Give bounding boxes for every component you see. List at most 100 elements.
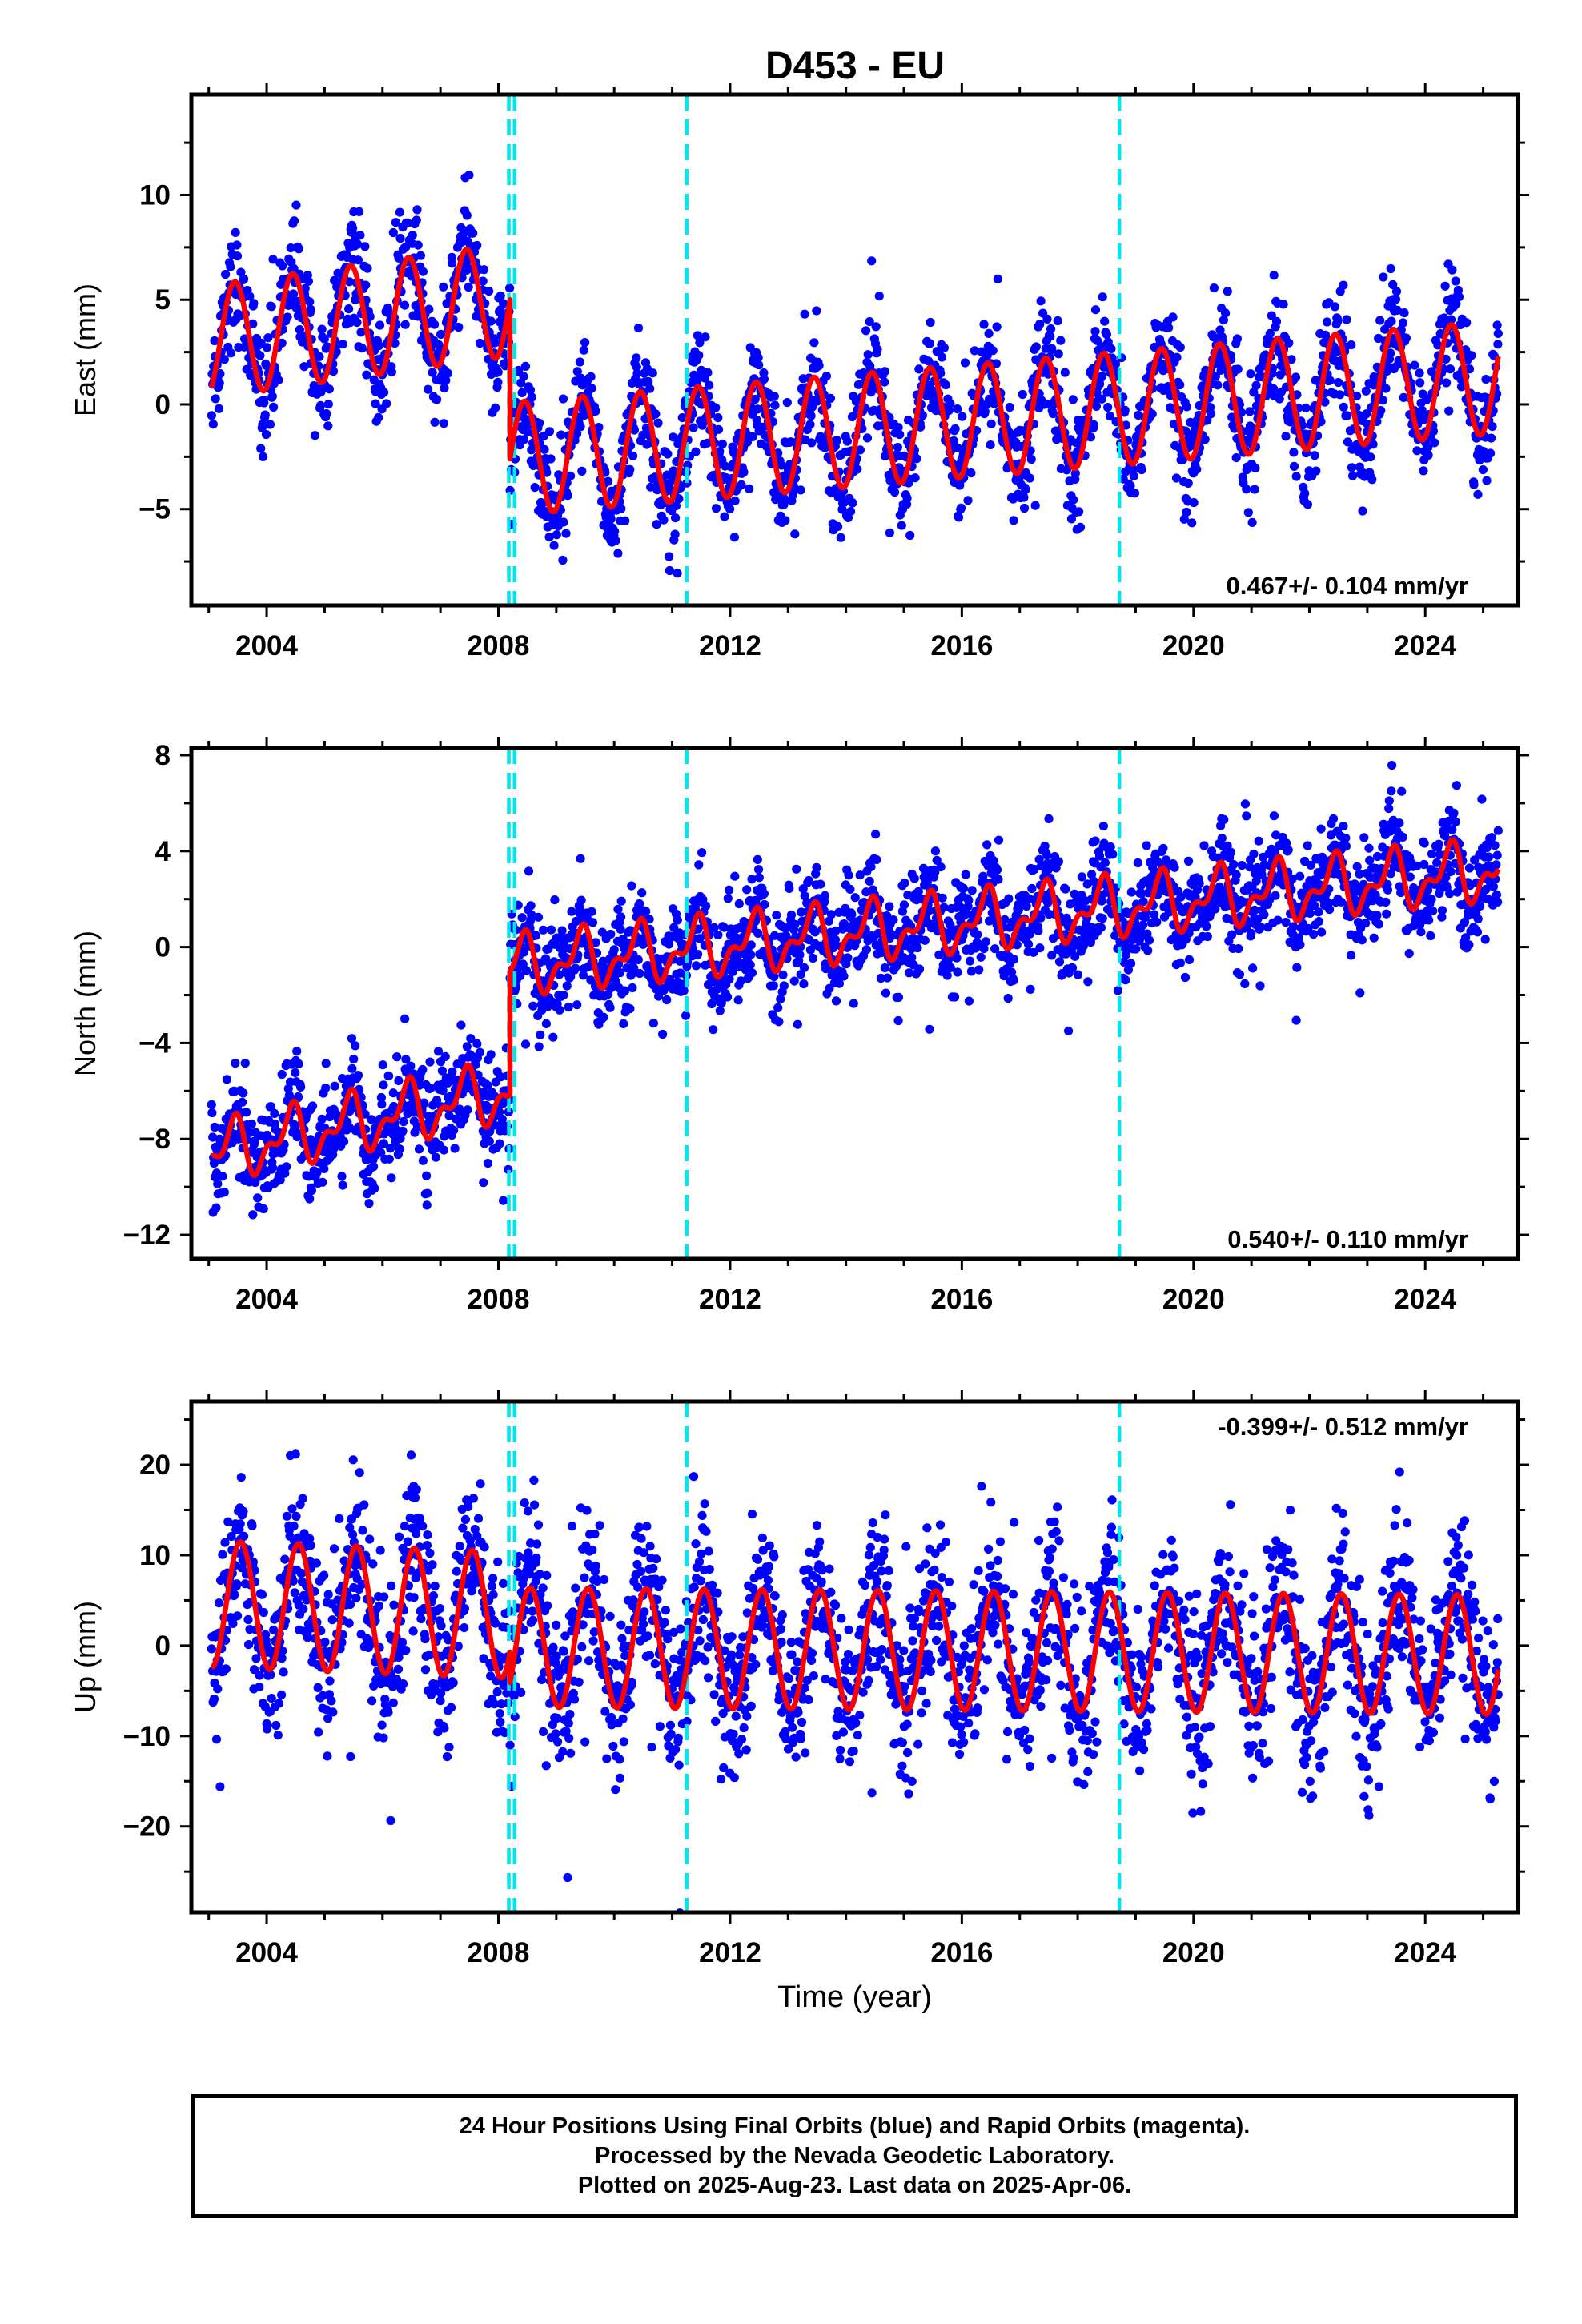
- data-point: [1253, 914, 1263, 923]
- data-point: [1271, 316, 1282, 326]
- x-tick-label: 2020: [1162, 630, 1225, 661]
- data-point: [249, 299, 259, 308]
- data-point: [1333, 316, 1343, 326]
- data-point: [1021, 485, 1030, 495]
- data-point: [315, 400, 325, 410]
- data-point: [1387, 316, 1396, 326]
- data-point: [242, 1108, 251, 1117]
- data-point: [1492, 320, 1502, 330]
- data-point: [428, 368, 437, 377]
- data-point: [430, 320, 440, 329]
- data-point: [635, 899, 644, 909]
- data-point: [952, 953, 962, 963]
- data-point: [893, 1015, 903, 1026]
- data-point: [412, 215, 421, 225]
- data-point: [805, 420, 815, 429]
- data-point: [576, 895, 586, 905]
- data-point: [1143, 946, 1153, 955]
- data-point: [520, 944, 529, 954]
- data-point: [505, 283, 515, 293]
- data-point: [926, 317, 935, 328]
- data-point: [964, 895, 974, 905]
- data-point: [1131, 944, 1141, 954]
- data-point: [577, 466, 587, 476]
- data-point: [1182, 402, 1191, 412]
- data-point: [893, 992, 904, 1002]
- data-point: [834, 979, 844, 988]
- data-point: [267, 302, 276, 312]
- data-point: [1202, 922, 1211, 931]
- data-point: [1392, 305, 1402, 315]
- data-point: [226, 348, 235, 358]
- data-point: [1428, 426, 1439, 436]
- x-tick-label: 2012: [699, 630, 761, 661]
- data-point: [1090, 327, 1100, 336]
- data-point: [1288, 922, 1299, 931]
- data-point: [552, 530, 561, 540]
- data-point: [1234, 944, 1243, 954]
- data-point: [1246, 369, 1255, 379]
- data-point: [422, 1171, 432, 1180]
- data-point: [1295, 940, 1305, 950]
- data-point: [1330, 302, 1339, 312]
- data-point: [1062, 465, 1071, 475]
- data-point: [572, 1000, 582, 1010]
- data-point: [356, 328, 366, 337]
- data-points-north: [207, 761, 1503, 1220]
- data-point: [776, 995, 785, 1004]
- data-point: [723, 992, 733, 1002]
- data-point: [378, 1060, 387, 1070]
- data-point: [1044, 814, 1054, 823]
- data-point: [981, 937, 990, 947]
- data-point: [1189, 498, 1199, 508]
- data-point: [1030, 501, 1040, 510]
- data-point: [306, 304, 315, 314]
- data-point: [423, 1188, 432, 1198]
- data-point: [609, 945, 619, 955]
- data-point: [556, 430, 566, 440]
- data-point: [456, 223, 466, 232]
- data-point: [1347, 340, 1356, 350]
- data-point: [1381, 384, 1391, 393]
- data-point: [1339, 822, 1348, 831]
- data-point: [673, 915, 682, 925]
- data-point: [425, 1057, 435, 1067]
- data-point: [795, 950, 805, 959]
- data-point: [1019, 493, 1029, 502]
- data-point: [1005, 402, 1014, 412]
- data-point: [1170, 862, 1179, 872]
- data-point: [539, 925, 548, 935]
- data-point: [214, 404, 224, 413]
- data-point: [651, 409, 661, 419]
- data-point: [733, 995, 743, 1005]
- data-point: [1279, 300, 1288, 309]
- data-point: [916, 422, 926, 432]
- data-point: [310, 431, 320, 440]
- data-point: [713, 930, 723, 940]
- data-point: [479, 1178, 488, 1188]
- data-point: [463, 1105, 472, 1115]
- data-point: [344, 277, 354, 287]
- data-point: [730, 871, 740, 881]
- data-point: [525, 385, 536, 395]
- data-point: [263, 333, 273, 343]
- data-point: [351, 1041, 360, 1051]
- data-point: [993, 274, 1002, 283]
- data-point: [1182, 507, 1191, 517]
- data-point: [1271, 891, 1280, 900]
- data-point: [468, 228, 478, 238]
- data-point: [1003, 994, 1013, 1003]
- data-point: [1343, 411, 1352, 420]
- data-point: [973, 930, 982, 939]
- data-point: [388, 1088, 398, 1098]
- data-point: [305, 1194, 315, 1204]
- data-point: [745, 484, 754, 493]
- data-point: [736, 976, 745, 986]
- data-point: [305, 297, 315, 307]
- data-point: [433, 1047, 444, 1056]
- data-point: [1090, 305, 1101, 315]
- data-point: [231, 227, 240, 237]
- data-point: [387, 1173, 396, 1183]
- data-point: [800, 309, 809, 319]
- data-point: [497, 1114, 507, 1124]
